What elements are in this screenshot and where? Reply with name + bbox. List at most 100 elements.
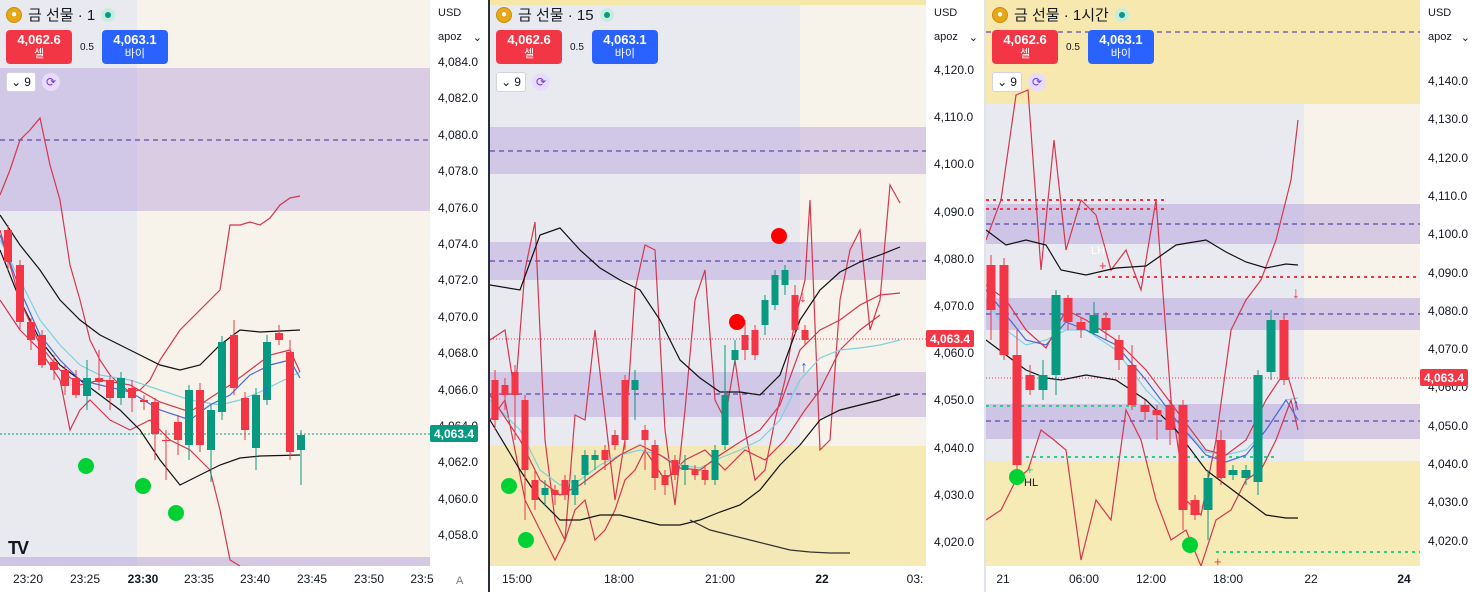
buy-button[interactable]: 4,063.1 바이: [101, 30, 168, 64]
symbol-title: 금 선물 · 15: [518, 7, 594, 24]
time-tick-label: 23:25: [69, 572, 101, 586]
candle: [1063, 298, 1073, 322]
sell-button[interactable]: 4,062.6 셀: [496, 30, 562, 64]
price-tick-label: 4,090.0: [1428, 265, 1469, 280]
candle: [185, 390, 193, 445]
plot-area[interactable]: ↓ ↑ ● 금 선물 · 15 4,062.6 셀 0.5 4,063.1 바이: [490, 0, 926, 566]
time-axis[interactable]: 15:00 18:00 21:00 22 03:: [490, 566, 926, 592]
chart-pane-1h[interactable]: HL LH + + + ↓ ↑ ● 금 선물 · 1시간 4,062.6 셀 0.5 4,0…: [986, 0, 1476, 592]
buy-button[interactable]: 4,063.1 바이: [591, 30, 658, 64]
price-tick-label: 4,050.0: [934, 393, 975, 408]
pane-divider[interactable]: [984, 0, 986, 592]
sync-icon[interactable]: ⟳: [532, 73, 550, 91]
sell-signal-dot: [771, 228, 787, 244]
sync-icon[interactable]: ⟳: [1028, 73, 1046, 91]
candle: [1051, 295, 1061, 375]
price-tick-label: 4,080.0: [438, 127, 479, 142]
price-tick-label: 4,110.0: [934, 110, 974, 125]
candle: [27, 322, 35, 340]
candle: [511, 372, 519, 395]
indicators-collapse-button[interactable]: ⌄ 9: [992, 72, 1022, 92]
gold-coin-icon: ●: [992, 6, 1008, 23]
candle: [671, 460, 679, 475]
symbol-legend[interactable]: ● 금 선물 · 1: [6, 4, 116, 25]
candle: [1101, 318, 1111, 330]
plot-area[interactable]: ↑ ↓ ● 금 선물 · 1 4,062.6 셀 0.5 4,063.1 바이: [0, 0, 430, 566]
chart-pane-1m[interactable]: ↑ ↓ ● 금 선물 · 1 4,062.6 셀 0.5 4,063.1 바이: [0, 0, 488, 592]
time-axis[interactable]: 21 06:00 12:00 18:00 22 24: [986, 566, 1420, 592]
sync-icon[interactable]: ⟳: [42, 73, 60, 91]
tradingview-logo-icon[interactable]: TV: [8, 538, 29, 558]
currency-label: USD: [934, 7, 958, 19]
buy-button[interactable]: 4,063.1 바이: [1087, 30, 1154, 64]
candle: [1190, 500, 1200, 515]
scale-mode-select[interactable]: apoz ⌄: [1424, 26, 1474, 48]
time-axis[interactable]: 23:20 23:25 23:30 23:35 23:40 23:45 23:50 23:5: [0, 566, 434, 592]
time-tick-label: 22: [815, 572, 829, 586]
time-tick-label: 23:20: [12, 572, 44, 586]
upper-envelope: [986, 89, 1299, 517]
buy-signal-dot: [1009, 469, 1025, 485]
candle: [196, 390, 204, 445]
chart-canvas[interactable]: ↓↑: [490, 0, 926, 566]
candle: [275, 333, 283, 340]
scale-mode-select[interactable]: apoz ⌄: [434, 26, 486, 48]
candle: [591, 455, 599, 460]
pane-divider[interactable]: [488, 0, 490, 592]
plot-area[interactable]: HL LH + + + ↓ ↑ ● 금 선물 · 1시간 4,062.6 셀 0.5 4,0…: [986, 0, 1420, 566]
chevron-down-icon: ⌄: [472, 31, 482, 44]
currency-select[interactable]: USD: [930, 2, 982, 24]
scale-mode-label: apoz: [1428, 31, 1452, 43]
chart-canvas[interactable]: ↑↓: [0, 0, 430, 566]
lower-envelope: [986, 397, 1299, 566]
candle: [661, 475, 669, 485]
candle: [50, 362, 58, 370]
candle: [741, 335, 749, 350]
candle: [297, 435, 305, 450]
down-arrow-icon: ↓: [1292, 285, 1300, 302]
chevron-down-icon: ⌄: [997, 75, 1008, 89]
buy-price: 4,063.1: [1099, 32, 1143, 47]
yellow-zone: [986, 0, 1420, 104]
symbol-legend[interactable]: ● 금 선물 · 1시간: [992, 4, 1129, 25]
gold-coin-icon: ●: [6, 6, 22, 23]
candle: [117, 378, 125, 398]
indicators-collapse-button[interactable]: ⌄ 9: [496, 72, 526, 92]
sell-button[interactable]: 4,062.6 셀: [6, 30, 72, 64]
currency-select[interactable]: USD: [434, 2, 486, 24]
sma-slow: [689, 519, 850, 554]
price-axis[interactable]: USD apoz ⌄ 4,120.0 4,110.0 4,100.0 4,090.0 4…: [926, 0, 984, 592]
session-shade: [137, 0, 430, 566]
upper-envelope: [0, 116, 301, 393]
price-tick-label: 4,082.0: [438, 91, 479, 106]
candle: [174, 422, 182, 440]
price-tick-label: 4,058.0: [438, 528, 479, 543]
buy-signal-dot: [501, 478, 517, 494]
price-tick-label: 4,050.0: [1428, 418, 1469, 433]
price-tick-label: 4,060.0: [438, 491, 479, 506]
sell-button[interactable]: 4,062.6 셀: [992, 30, 1058, 64]
time-tick-label: 18:00: [603, 572, 635, 586]
price-tick-label: 4,020.0: [934, 535, 975, 549]
market-open-icon: [1114, 7, 1129, 22]
price-axis[interactable]: USD apoz ⌄ 4,084.0 4,082.0 4,080.0 4,078.0 4…: [430, 0, 488, 592]
currency-select[interactable]: USD: [1424, 2, 1474, 24]
candle: [1152, 410, 1162, 415]
indicators-collapse-button[interactable]: ⌄ 9: [6, 72, 36, 92]
chevron-down-icon: ⌄: [11, 75, 22, 89]
buy-signal-dot: [135, 478, 151, 494]
time-tick-label: 23:40: [239, 572, 271, 586]
candle: [1178, 405, 1188, 510]
scale-mode-select[interactable]: apoz ⌄: [930, 26, 982, 48]
candle: [681, 465, 689, 470]
candle: [207, 410, 215, 450]
currency-label: USD: [1428, 7, 1452, 19]
auto-scale-button[interactable]: A: [456, 575, 463, 587]
trade-panel: 4,062.6 셀 0.5 4,063.1 바이: [992, 30, 1154, 64]
chart-pane-15m[interactable]: ↓ ↑ ● 금 선물 · 15 4,062.6 셀 0.5 4,063.1 바이: [490, 0, 984, 592]
buy-signal-dot: [518, 532, 534, 548]
price-axis[interactable]: USD apoz ⌄ 4,140.0 4,130.0 4,120.0 4,110.0 4…: [1420, 0, 1476, 592]
spread-value: 0.5: [1066, 41, 1080, 53]
symbol-legend[interactable]: ● 금 선물 · 15: [496, 4, 614, 25]
